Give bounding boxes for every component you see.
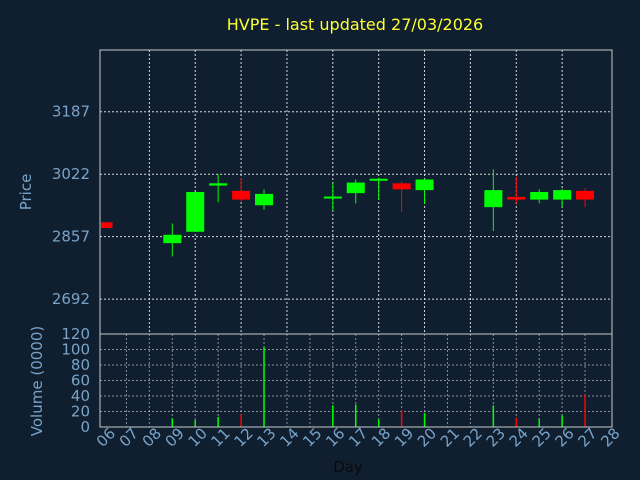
price-tick-label: 2692	[52, 290, 90, 308]
day-tick-label: 28	[597, 424, 623, 450]
candle-body	[415, 179, 434, 191]
volume-tick-label: 0	[80, 418, 90, 436]
volume-bars	[171, 347, 586, 427]
price-tick-label: 3187	[52, 103, 90, 121]
volume-bar	[584, 394, 586, 427]
volume-bar	[423, 413, 426, 427]
candle-body	[209, 183, 228, 186]
volume-tick-label: 60	[71, 372, 90, 390]
volume-bar	[355, 404, 357, 427]
candle-body	[553, 190, 572, 200]
volume-tick-label: 120	[61, 325, 90, 343]
candle-body	[346, 182, 365, 194]
price-tick-label: 3022	[52, 165, 90, 183]
volume-tick-label: 20	[71, 403, 90, 421]
volume-bar	[538, 418, 540, 427]
volume-bar	[194, 420, 196, 427]
candle-body	[576, 190, 595, 200]
volume-axis-label: Volume (0000)	[28, 326, 46, 436]
candle-body	[507, 196, 526, 200]
volume-bar	[332, 405, 334, 427]
volume-bar	[240, 414, 242, 427]
volume-tick-label: 80	[71, 356, 90, 374]
candle-body	[255, 193, 274, 206]
candle-body	[530, 192, 549, 200]
volume-bar	[217, 416, 219, 427]
day-ticks: 0607080910111213141516171819202122232425…	[93, 424, 624, 450]
candle-body	[186, 192, 205, 232]
price-ticks: 2692 2857 3022 3187	[52, 103, 90, 308]
candle-body	[323, 196, 342, 199]
volume-frame	[99, 333, 613, 428]
candle-body	[101, 222, 113, 228]
volume-bar	[377, 419, 380, 427]
candle-body	[392, 183, 411, 190]
volume-bar	[492, 405, 495, 427]
volume-bar	[263, 347, 265, 427]
candle-body	[232, 190, 251, 200]
volume-bar	[171, 418, 174, 427]
candle-body	[163, 234, 182, 244]
volume-bar	[400, 409, 403, 427]
price-tick-label: 2857	[52, 228, 90, 246]
day-axis-label: Day	[333, 458, 363, 476]
candle-body	[484, 190, 503, 208]
candle-body	[369, 178, 388, 181]
volume-tick-label: 40	[71, 387, 90, 405]
volume-tick-label: 100	[61, 341, 90, 359]
chart-title: HVPE - last updated 27/03/2026	[227, 15, 483, 34]
volume-bar	[515, 417, 518, 427]
volume-bar	[561, 415, 563, 427]
candles	[101, 169, 595, 257]
price-axis-label: Price	[17, 174, 35, 211]
